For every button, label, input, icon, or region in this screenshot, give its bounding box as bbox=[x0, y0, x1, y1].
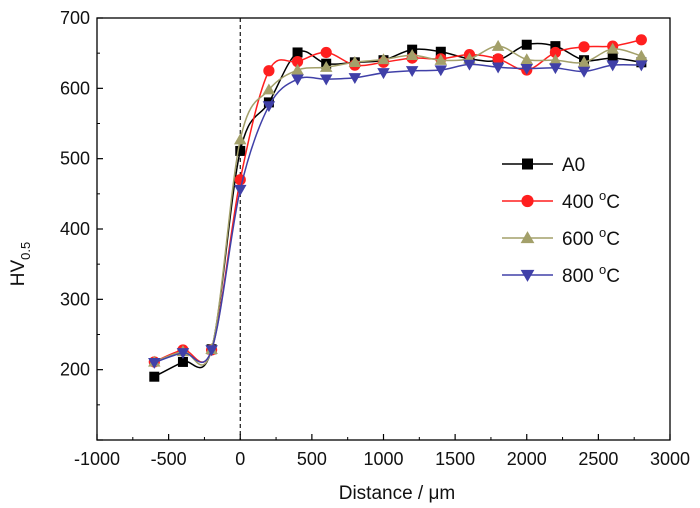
y-tick-label: 600 bbox=[60, 78, 90, 98]
data-point bbox=[262, 101, 276, 113]
data-point bbox=[607, 53, 618, 64]
y-axis-title-group: HV0.5 bbox=[8, 242, 33, 286]
legend-marker bbox=[520, 269, 535, 282]
y-axis-title-main: HV bbox=[8, 260, 29, 287]
data-point bbox=[435, 46, 446, 57]
data-point bbox=[578, 41, 590, 53]
y-axis-title: HV0.5 bbox=[8, 242, 33, 286]
data-point bbox=[520, 53, 533, 65]
data-point bbox=[263, 65, 275, 77]
data-point bbox=[149, 371, 160, 382]
x-tick-label: 3000 bbox=[650, 449, 690, 469]
data-point bbox=[405, 66, 419, 77]
data-point bbox=[577, 56, 591, 67]
data-point bbox=[234, 133, 247, 145]
legend-item: 400 oC bbox=[502, 188, 620, 213]
legend-item: 800 oC bbox=[502, 262, 620, 287]
data-point bbox=[550, 41, 561, 52]
legend-item: A0 bbox=[502, 155, 585, 176]
legend-marker bbox=[522, 158, 533, 170]
y-tick-label: 400 bbox=[60, 219, 90, 239]
legend-label: 400 oC bbox=[562, 188, 620, 213]
data-point bbox=[520, 63, 533, 75]
data-point bbox=[491, 62, 505, 74]
data-point bbox=[434, 65, 448, 77]
data-point bbox=[319, 74, 333, 86]
data-point bbox=[635, 60, 648, 72]
data-point bbox=[549, 53, 562, 65]
data-point bbox=[635, 34, 647, 46]
x-tick-label: 1500 bbox=[435, 449, 475, 469]
data-point bbox=[377, 68, 390, 80]
data-point bbox=[292, 47, 303, 58]
data-point bbox=[348, 73, 362, 85]
data-point bbox=[521, 39, 532, 50]
y-tick-label: 700 bbox=[60, 8, 90, 28]
data-point bbox=[606, 42, 619, 54]
legend-label: 800 oC bbox=[562, 262, 620, 287]
data-point bbox=[262, 83, 276, 95]
data-point bbox=[291, 74, 304, 86]
x-tick-label: -1000 bbox=[74, 449, 120, 469]
axes-group: -1000 -500 0 500 1000 1500 2000 2500 3000 200 300 4… bbox=[60, 8, 690, 469]
y-tick-label: 300 bbox=[60, 289, 90, 309]
data-point bbox=[348, 56, 362, 67]
legend: A0 400 oC 600 oC 800 oC bbox=[502, 155, 620, 287]
y-tick-label: 200 bbox=[60, 360, 90, 380]
data-point bbox=[291, 63, 304, 75]
legend-marker bbox=[521, 194, 534, 208]
data-point bbox=[377, 53, 390, 65]
data-point bbox=[606, 60, 619, 72]
y-axis-title-subscript: 0.5 bbox=[18, 242, 33, 260]
data-point bbox=[434, 53, 448, 65]
data-point bbox=[463, 59, 476, 71]
legend-item: 600 oC bbox=[502, 225, 620, 250]
legend-label: A0 bbox=[562, 155, 585, 176]
data-point bbox=[319, 60, 333, 72]
data-point bbox=[492, 53, 504, 65]
series-3 bbox=[148, 39, 648, 367]
series-4 bbox=[148, 59, 648, 369]
x-tick-label: -500 bbox=[151, 449, 187, 469]
data-point bbox=[320, 46, 332, 59]
data-point bbox=[235, 145, 246, 156]
data-point bbox=[491, 39, 505, 51]
data-point bbox=[405, 49, 419, 60]
x-axis-title: Distance / μm bbox=[339, 483, 456, 504]
data-point bbox=[234, 184, 247, 196]
x-tick-label: 2500 bbox=[578, 449, 618, 469]
data-point bbox=[291, 56, 304, 68]
data-point bbox=[577, 66, 591, 78]
x-tick-label: 0 bbox=[235, 449, 245, 469]
x-tick-label: 500 bbox=[297, 449, 327, 469]
data-point bbox=[549, 63, 562, 75]
data-point bbox=[205, 345, 218, 357]
data-point bbox=[549, 46, 562, 59]
data-point bbox=[176, 348, 190, 360]
data-point bbox=[177, 356, 188, 367]
series-line bbox=[154, 63, 642, 364]
legend-marker bbox=[520, 231, 535, 244]
data-point bbox=[635, 49, 648, 61]
data-point bbox=[148, 357, 161, 369]
series-group bbox=[148, 34, 648, 382]
x-tick-label: 1000 bbox=[363, 449, 403, 469]
x-tick-label: 2000 bbox=[507, 449, 547, 469]
legend-label: 600 oC bbox=[562, 225, 620, 250]
y-tick-label: 500 bbox=[60, 149, 90, 169]
